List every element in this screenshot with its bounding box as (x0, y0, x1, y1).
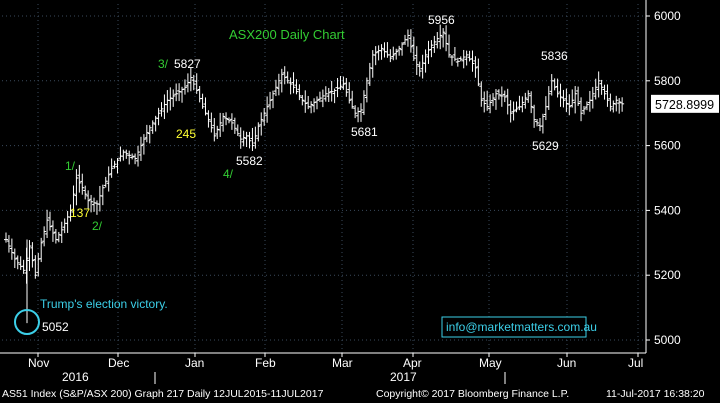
annotation-label: 5956 (428, 13, 455, 27)
y-tick-label: 5000 (654, 333, 681, 347)
last-price-box (651, 94, 719, 113)
grid-lines (0, 0, 647, 354)
footer-bar: AS51 Index (S&P/ASX 200) Graph 217 Daily… (0, 384, 720, 403)
annotation-label: 5827 (174, 57, 201, 71)
election-marker: Trump's election victory. (14, 297, 168, 335)
x-tick-label: Jan (185, 356, 204, 370)
watermark-text[interactable]: info@marketmatters.com.au (446, 320, 597, 334)
annotation-label: 137 (70, 206, 90, 220)
footer-timestamp: 11-Jul-2017 16:38:20 (606, 388, 705, 400)
chart-title: ASX200 Daily Chart (229, 27, 345, 42)
annotation-label: 1/ (65, 159, 76, 173)
x-axis: Nov Dec Jan Feb Mar Apr May Jun Jul 2016 2017 (28, 353, 643, 384)
last-price-label: 5728.8999 (655, 98, 714, 112)
y-tick-label: 5800 (654, 74, 681, 88)
event-label: Trump's election victory. (40, 297, 168, 311)
annotation-label: 5836 (541, 49, 568, 63)
y-axis: 5000 5200 5400 5600 5800 6000 (646, 9, 681, 347)
ohlc-bars (4, 24, 625, 324)
x-tick-label: May (479, 356, 502, 370)
x-tick-label: Feb (255, 356, 276, 370)
election-circle (14, 309, 40, 335)
watermark-box[interactable]: info@marketmatters.com.au (441, 316, 597, 338)
annotation-label: 4/ (223, 167, 234, 181)
year-label: 2017 (390, 370, 417, 384)
watermark-frame (441, 316, 587, 338)
x-tick-label: Apr (403, 356, 422, 370)
x-tick-label: Jul (628, 356, 643, 370)
annotation-label: 3/ (158, 57, 169, 71)
x-tick-label: Dec (108, 356, 129, 370)
y-tick-label: 5200 (654, 268, 681, 282)
year-label: 2016 (62, 370, 89, 384)
y-tick-label: 5400 (654, 203, 681, 217)
annotation-label: 5629 (532, 139, 559, 153)
x-tick-label: Mar (332, 356, 353, 370)
y-tick-label: 6000 (654, 9, 681, 23)
footer-left: AS51 Index (S&P/ASX 200) Graph 217 Daily… (2, 388, 324, 400)
x-tick-label: Nov (28, 356, 49, 370)
annotation-label: 5681 (351, 125, 378, 139)
annotation-label: 245 (176, 127, 196, 141)
annotation-label: 5582 (236, 154, 263, 168)
y-tick-label: 5600 (654, 139, 681, 153)
footer-copyright: Copyright© 2017 Bloomberg Finance L.P. (376, 388, 570, 400)
annotation-label: 2/ (92, 219, 103, 233)
x-tick-label: Jun (557, 356, 576, 370)
annotation-label: 5052 (42, 320, 69, 334)
